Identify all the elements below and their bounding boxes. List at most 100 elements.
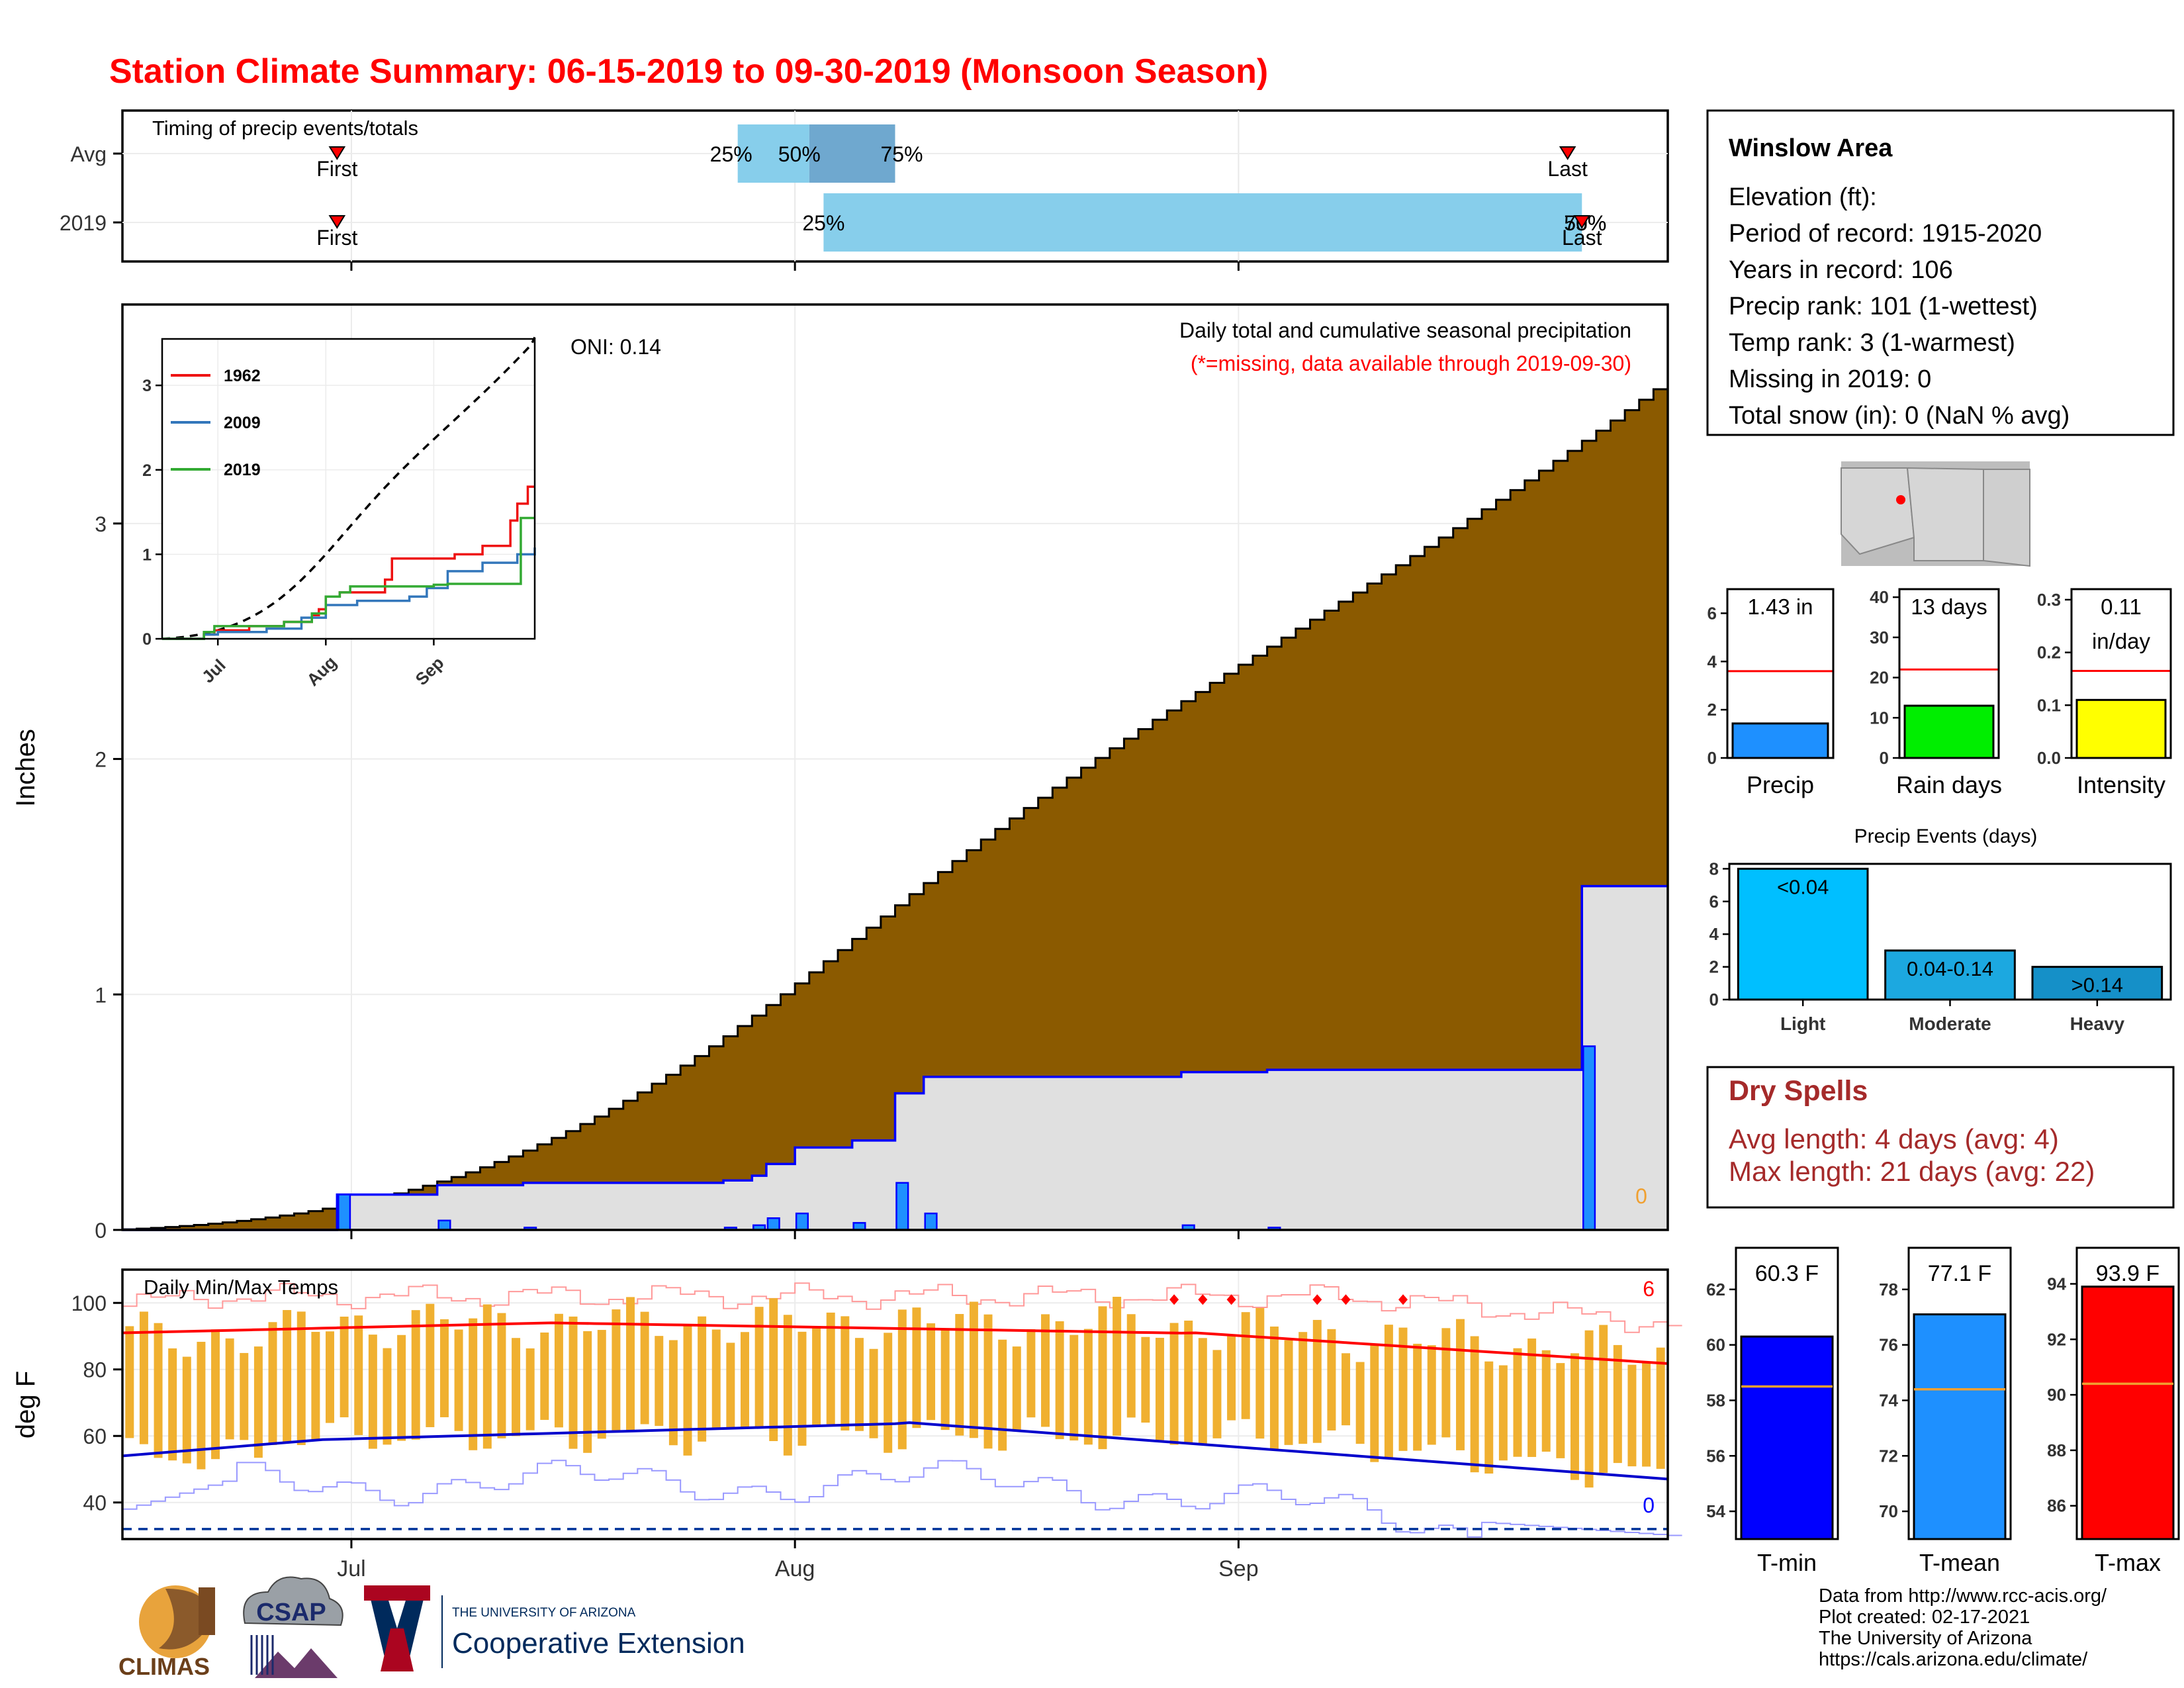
daily-temp-bar bbox=[1613, 1344, 1622, 1464]
climas-logo-text: CLIMAS bbox=[118, 1653, 210, 1680]
precip-events-y-tick-label: 4 bbox=[1709, 924, 1719, 944]
locator-map-state-texas bbox=[1983, 469, 2030, 567]
precip-panel-frame bbox=[121, 303, 1669, 1231]
daily-temp-bar bbox=[383, 1348, 392, 1445]
mini-bar-frame bbox=[1726, 588, 1835, 759]
daily-temp-bar bbox=[154, 1323, 163, 1458]
precip-event-category: Light bbox=[1780, 1013, 1825, 1034]
timing-first-marker bbox=[328, 146, 346, 160]
timing-avg-p75-label: 75% bbox=[880, 142, 923, 166]
mini-bar-value-label: 13 days bbox=[1911, 594, 1987, 619]
daily-temp-bar bbox=[340, 1316, 349, 1418]
daily-temp-bar bbox=[1212, 1350, 1222, 1438]
temp-bar-y-tick-label: 86 bbox=[2047, 1496, 2066, 1516]
daily-temp-bar bbox=[296, 1311, 306, 1445]
daily-temp-bar bbox=[668, 1340, 678, 1446]
temp-y-tick-label: 60 bbox=[83, 1425, 107, 1448]
daily-temp-bar bbox=[482, 1304, 492, 1449]
footer-credit-line: The University of Arizona bbox=[1819, 1628, 2032, 1649]
daily-temp-bar bbox=[1370, 1344, 1379, 1462]
daily-temp-bar bbox=[253, 1346, 263, 1458]
timing-avg-p25-label: 25% bbox=[710, 142, 752, 166]
daily-temp-bar bbox=[182, 1356, 191, 1464]
mini-bar-value-0 bbox=[1731, 722, 1829, 759]
csap-logo-mountains bbox=[255, 1648, 338, 1678]
mini-bar-y-tick-label: 20 bbox=[1870, 668, 1889, 688]
mini-bar-value-label: 1.43 in bbox=[1747, 594, 1813, 619]
daily-temp-bar bbox=[1355, 1362, 1365, 1444]
inset-series-line-1962 bbox=[162, 485, 535, 640]
daily-temp-bar bbox=[1398, 1327, 1408, 1451]
daily-temp-bar bbox=[1627, 1364, 1637, 1467]
normal-min-temp-line bbox=[122, 1421, 1668, 1481]
temp-bar-y-tick-label: 60 bbox=[1706, 1335, 1725, 1355]
dry-spells-avg-length: Avg length: 4 days (avg: 4) bbox=[1729, 1123, 2059, 1154]
daily-precip-bar bbox=[437, 1219, 451, 1231]
ua-logo-small-text: THE UNIVERSITY OF ARIZONA bbox=[452, 1606, 636, 1620]
daily-temp-bar bbox=[783, 1315, 792, 1456]
mini-bar-y-tick-label: 0.0 bbox=[2037, 748, 2061, 768]
daily-temp-bar bbox=[1541, 1350, 1551, 1452]
daily-temp-bar bbox=[1470, 1336, 1479, 1473]
temp-bar-y-tick-label: 90 bbox=[2047, 1385, 2066, 1405]
daily-temp-bar bbox=[139, 1311, 148, 1444]
station-info-line: Elevation (ft): bbox=[1729, 183, 1877, 211]
temp-bar-value-1 bbox=[1913, 1313, 2007, 1540]
footer-credit-line: Plot created: 02-17-2021 bbox=[1819, 1607, 2030, 1628]
locator-map-state-arizona bbox=[1841, 467, 1915, 555]
daily-temp-bar bbox=[125, 1326, 134, 1438]
station-info-box bbox=[1706, 109, 2175, 436]
station-info-line: Total snow (in): 0 (NaN % avg) bbox=[1729, 402, 2070, 430]
temp-bar-y-tick-label: 56 bbox=[1706, 1446, 1725, 1466]
inset-bg bbox=[162, 339, 535, 639]
locator-map-state-newmexico bbox=[1906, 467, 1984, 561]
daily-temp-bar bbox=[969, 1301, 978, 1438]
daily-temp-bar bbox=[812, 1327, 821, 1427]
daily-temp-bar bbox=[1083, 1329, 1093, 1445]
daily-precip-bar bbox=[895, 1182, 909, 1231]
daily-precip-bar bbox=[924, 1212, 938, 1231]
precip-event-bar-label: >0.14 bbox=[2071, 974, 2123, 997]
inset-series-line-2019 bbox=[162, 516, 535, 640]
timing-last-marker bbox=[1573, 215, 1591, 229]
daily-temp-bar bbox=[240, 1352, 249, 1440]
daily-temp-bar bbox=[368, 1335, 377, 1449]
daily-temp-bar bbox=[1255, 1307, 1265, 1439]
daily-temp-bar bbox=[1069, 1335, 1079, 1441]
precip-event-category: Heavy bbox=[2070, 1013, 2125, 1034]
mini-bar-y-tick-label: 0 bbox=[1880, 748, 1889, 768]
timing-2019-25-75-bar bbox=[823, 193, 1582, 252]
daily-temp-bar bbox=[1041, 1314, 1050, 1427]
precip-panel-subheader: (*=missing, data available through 2019-… bbox=[1191, 352, 1631, 375]
precip-y-tick-label: 3 bbox=[95, 512, 107, 536]
footer-credit-line: Data from http://www.rcc-acis.org/ bbox=[1819, 1585, 2107, 1607]
mini-bar-name: Rain days bbox=[1896, 771, 2002, 798]
daily-temp-bar bbox=[1599, 1325, 1608, 1473]
daily-temp-bar bbox=[326, 1331, 334, 1423]
precip-event-bar-label: 0.04-0.14 bbox=[1907, 957, 1993, 980]
daily-temp-bar bbox=[1441, 1328, 1451, 1438]
daily-temp-bar bbox=[912, 1307, 921, 1429]
daily-temp-bar bbox=[411, 1310, 420, 1440]
temp-bar-y-tick-label: 94 bbox=[2047, 1274, 2066, 1293]
daily-temp-bar bbox=[583, 1331, 592, 1453]
temp-bar-name: T-max bbox=[2095, 1549, 2161, 1576]
station-info-line: Period of record: 1915-2020 bbox=[1729, 220, 2042, 248]
mini-bar-y-tick-label: 4 bbox=[1707, 651, 1717, 671]
daily-temp-bar bbox=[955, 1314, 964, 1436]
mini-bar-name: Precip bbox=[1747, 771, 1814, 798]
daily-temp-bar bbox=[469, 1318, 478, 1450]
daily-temp-bar bbox=[197, 1342, 206, 1470]
precip-event-bar-light bbox=[1737, 867, 1869, 1001]
missing-days-count: 0 bbox=[1635, 1184, 1647, 1208]
temp-bar-value-2 bbox=[2081, 1286, 2175, 1540]
inset-y-tick-label: 3 bbox=[142, 377, 152, 395]
precip-event-bar-label: <0.04 bbox=[1777, 875, 1829, 898]
daily-temp-bar bbox=[268, 1322, 277, 1445]
temp-bar-y-tick-label: 92 bbox=[2047, 1329, 2066, 1349]
daily-temp-bar bbox=[1513, 1348, 1522, 1457]
timing-first-marker bbox=[328, 215, 346, 229]
record-low-line bbox=[122, 1460, 1682, 1538]
daily-temp-bar bbox=[283, 1310, 292, 1443]
temp-y-tick-label: 40 bbox=[83, 1491, 107, 1515]
